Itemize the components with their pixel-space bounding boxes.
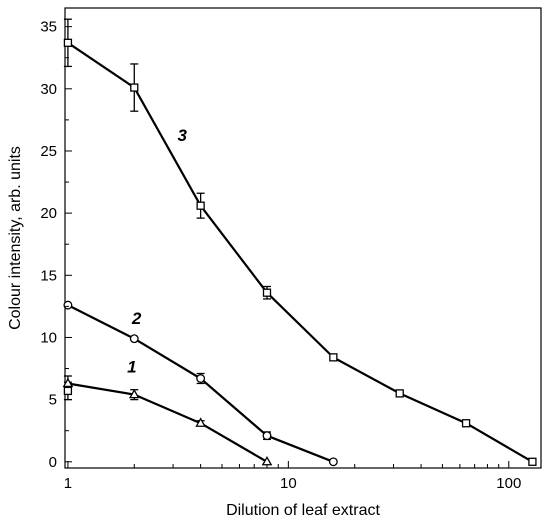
series-line-3 (67, 41, 533, 463)
marker-extra (63, 386, 73, 396)
marker-square-3 (130, 83, 139, 92)
data-markers (62, 38, 537, 467)
marker-circle-2 (63, 300, 73, 310)
marker-square-3 (461, 419, 471, 428)
x-axis-title: Dilution of leaf extract (226, 502, 380, 519)
y-tick-label: 15 (40, 267, 57, 284)
y-tick-label: 25 (40, 143, 57, 160)
marker-triangle-1 (62, 377, 74, 388)
series-label-2: 2 (131, 309, 142, 328)
y-tick-label: 20 (40, 205, 57, 222)
marker-square-3 (329, 353, 338, 362)
plot-border (64, 7, 542, 469)
series-annotations: 1 2 3 (127, 126, 187, 376)
marker-triangle-1 (195, 417, 206, 427)
y-tick-label: 10 (40, 329, 57, 346)
marker-circle-2 (328, 457, 338, 467)
marker-square-3 (395, 389, 404, 398)
series-label-1: 1 (127, 357, 136, 376)
plot-frame (64, 7, 542, 469)
y-tick-label: 0 (49, 454, 57, 471)
x-axis: 1 10 100 (64, 461, 521, 492)
y-axis: 0 5 10 15 20 25 30 35 (40, 19, 72, 471)
y-tick-label: 5 (49, 392, 57, 409)
series-line-1 (67, 382, 268, 463)
marker-circle-2 (196, 374, 206, 383)
marker-square-3 (196, 201, 205, 210)
marker-square-3 (262, 288, 272, 297)
marker-square-3 (528, 457, 537, 466)
series-lines (67, 41, 533, 463)
y-tick-label: 35 (40, 19, 57, 36)
marker-triangle-1 (128, 388, 140, 399)
y-tick-label: 30 (40, 81, 57, 98)
x-tick-label: 100 (496, 475, 521, 492)
x-tick-label: 10 (280, 475, 297, 492)
x-tick-label: 1 (64, 475, 72, 492)
marker-square-3 (63, 38, 73, 47)
marker-circle-2 (262, 431, 272, 441)
y-axis-title: Colour intensity, arb. units (7, 146, 24, 330)
marker-circle-2 (129, 334, 139, 344)
series-label-3: 3 (177, 126, 187, 145)
